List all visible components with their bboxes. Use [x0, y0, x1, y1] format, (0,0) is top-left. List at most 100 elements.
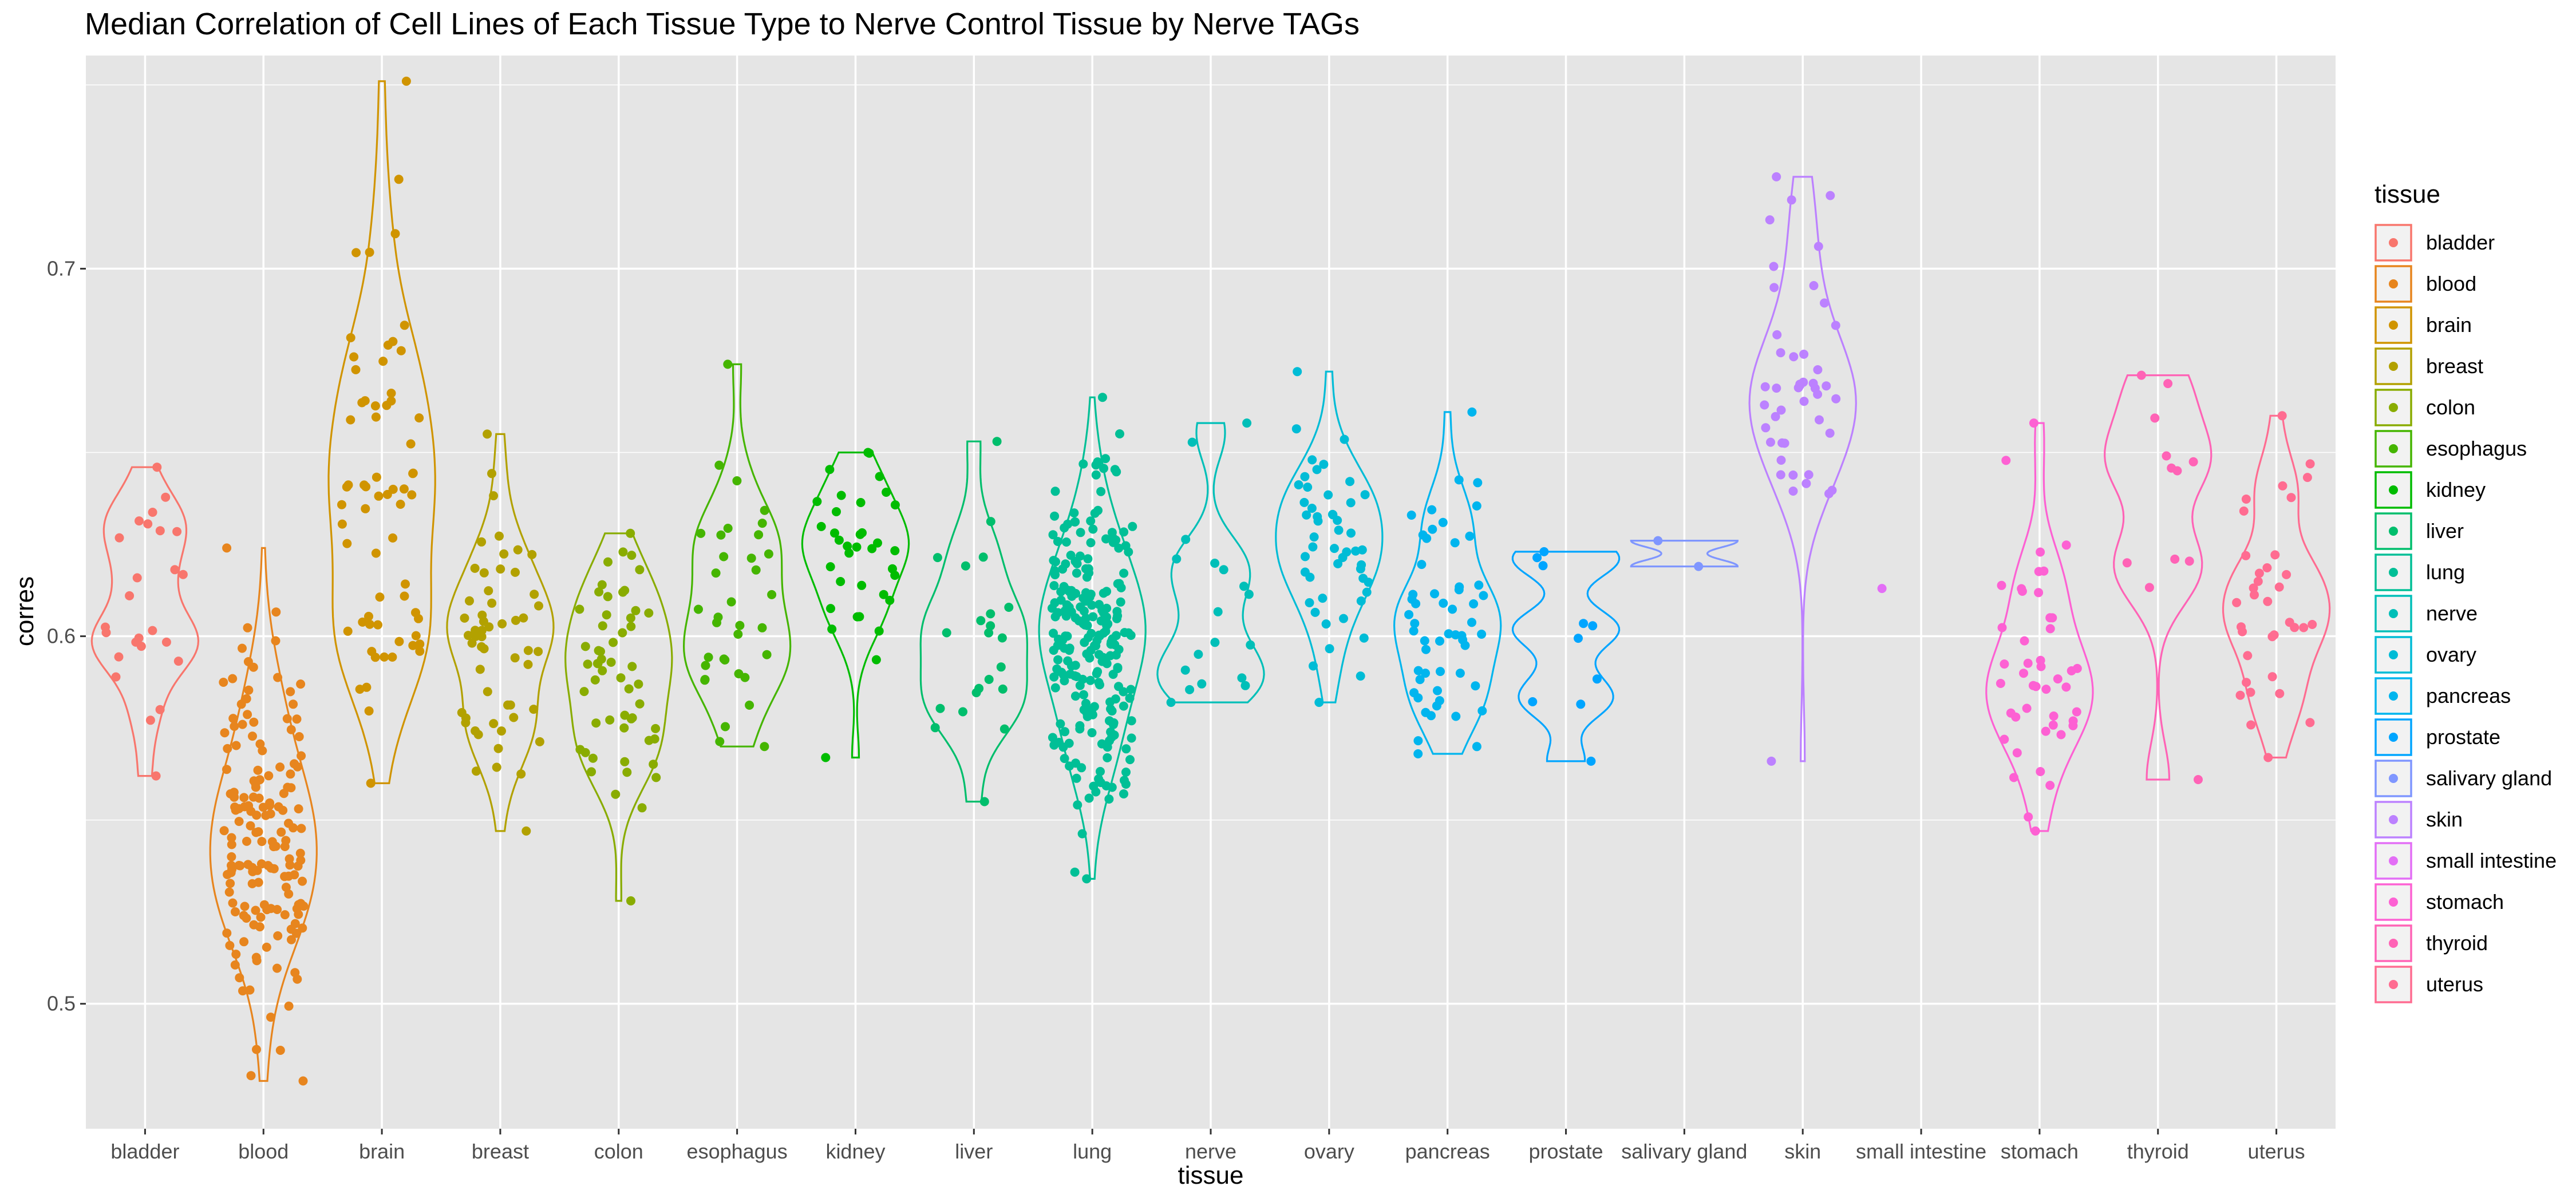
point-colon — [602, 610, 611, 620]
point-lung — [1060, 754, 1069, 764]
point-kidney — [856, 498, 866, 507]
point-colon — [626, 622, 636, 631]
point-stomach — [2020, 636, 2029, 646]
point-blood — [239, 911, 248, 920]
point-liver — [996, 662, 1006, 672]
point-pancreas — [1473, 478, 1483, 488]
point-blood — [227, 865, 236, 874]
legend-label: ovary — [2426, 643, 2476, 666]
point-uterus — [2267, 672, 2277, 682]
point-blood — [273, 931, 283, 940]
point-lung — [1072, 672, 1081, 681]
point-esophagus — [719, 552, 729, 562]
point-colon — [620, 757, 630, 766]
point-skin — [1780, 438, 1789, 448]
point-esophagus — [757, 623, 767, 632]
point-lung — [1070, 691, 1080, 701]
point-lung — [1050, 487, 1060, 496]
point-breast — [487, 469, 496, 479]
point-stomach — [1996, 679, 2005, 688]
point-skin — [1769, 262, 1779, 271]
point-stomach — [1997, 623, 2007, 632]
point-breast — [477, 632, 487, 642]
point-lung — [1050, 511, 1060, 521]
point-lung — [1094, 630, 1104, 640]
point-uterus — [2286, 493, 2296, 503]
point-breast — [475, 665, 485, 674]
point-breast — [464, 631, 473, 640]
point-esophagus — [760, 742, 769, 752]
point-blood — [222, 543, 232, 553]
point-pancreas — [1471, 681, 1480, 691]
point-blood — [254, 793, 264, 803]
point-skin — [1831, 394, 1841, 404]
point-pancreas — [1469, 599, 1479, 608]
point-prostate — [1574, 634, 1583, 643]
point-breast — [513, 545, 523, 555]
point-colon — [597, 580, 607, 590]
point-blood — [283, 782, 293, 792]
point-colon — [627, 551, 637, 560]
point-stomach — [2001, 456, 2011, 465]
point-bladder — [101, 628, 111, 638]
point-colon — [590, 675, 600, 685]
point-brain — [360, 396, 370, 406]
point-colon — [637, 803, 647, 813]
x-axis: bladder blood brain breast colon esophagus kid… — [110, 1129, 2305, 1163]
point-blood — [269, 864, 279, 873]
point-pancreas — [1427, 505, 1437, 515]
point-blood — [271, 636, 280, 646]
point-blood — [272, 963, 282, 973]
point-lung — [1049, 628, 1058, 638]
point-esophagus — [701, 661, 710, 670]
point-lung — [1053, 655, 1063, 665]
point-blood — [243, 657, 253, 666]
point-blood — [296, 856, 306, 865]
point-lung — [1104, 794, 1114, 804]
point-blood — [256, 912, 266, 922]
legend-label: thyroid — [2426, 931, 2488, 955]
point-lung — [1111, 650, 1121, 660]
point-brain — [390, 229, 400, 239]
point-breast — [484, 586, 493, 596]
point-lung — [1083, 554, 1093, 564]
point-lung — [1063, 656, 1073, 666]
point-liver — [979, 797, 989, 806]
point-bladder — [148, 626, 157, 635]
point-lung — [1105, 716, 1114, 726]
point-stomach — [2056, 730, 2066, 740]
point-lung — [1070, 867, 1080, 877]
legend-key-dot — [2389, 568, 2398, 577]
point-lung — [1060, 606, 1070, 616]
point-pancreas — [1455, 669, 1465, 678]
point-brain — [365, 619, 374, 629]
violin-pancreas — [1393, 411, 1502, 755]
point-brain — [394, 636, 404, 646]
point-lung — [1103, 742, 1112, 752]
point-brain — [411, 631, 421, 640]
x-tick-label: brain — [359, 1140, 405, 1163]
point-brain — [374, 491, 384, 501]
point-blood — [238, 986, 247, 996]
point-blood — [293, 974, 302, 984]
point-bladder — [173, 657, 183, 666]
legend-label: stomach — [2426, 890, 2504, 914]
point-colon — [588, 753, 598, 763]
point-ovary — [1327, 509, 1337, 519]
point-lung — [1061, 537, 1071, 547]
point-stomach — [2041, 685, 2051, 694]
x-tick-label: nerve — [1185, 1140, 1236, 1163]
point-breast — [535, 737, 544, 746]
point-breast — [471, 626, 480, 635]
legend-key-dot — [2389, 650, 2398, 659]
point-blood — [286, 769, 295, 779]
point-brain — [375, 592, 385, 602]
point-pancreas — [1433, 686, 1442, 695]
point-brain — [401, 579, 410, 589]
point-stomach — [2036, 547, 2045, 557]
legend-key-dot — [2389, 609, 2398, 618]
point-ovary — [1334, 525, 1344, 535]
point-lung — [1072, 568, 1081, 578]
x-tick-label: skin — [1784, 1140, 1821, 1163]
point-ovary — [1300, 567, 1310, 577]
